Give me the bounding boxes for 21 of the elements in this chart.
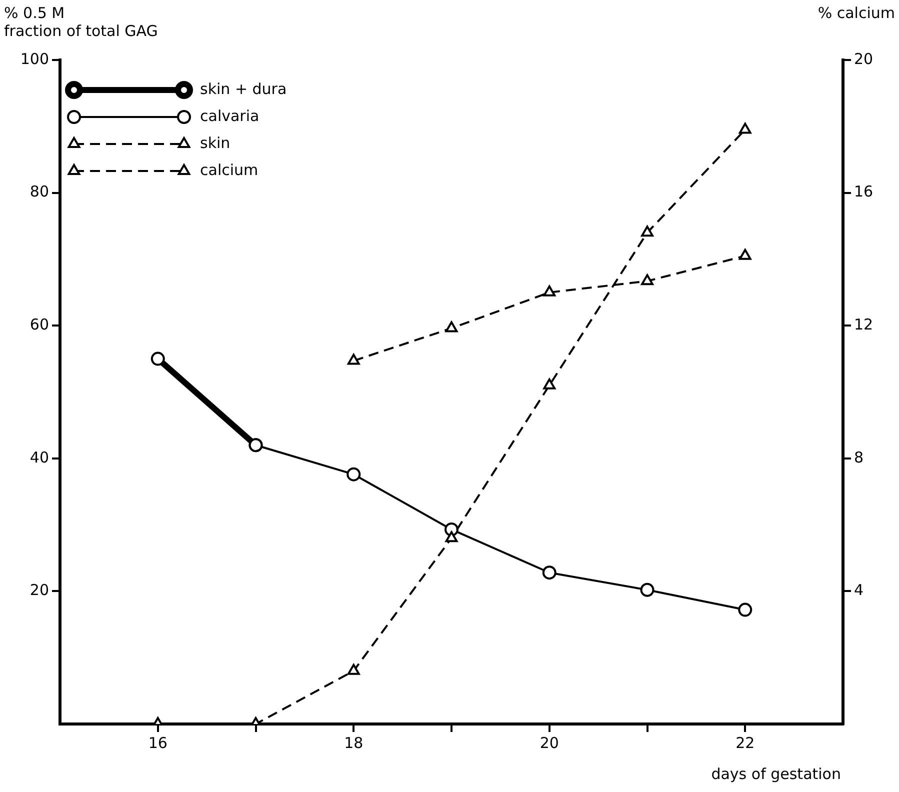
legend-label: calvaria [200, 106, 260, 125]
legend-label: skin + dura [200, 80, 287, 98]
y2-tick-label: 8 [854, 448, 864, 466]
x-tick-label: 18 [344, 734, 364, 752]
x-tick-label: 16 [148, 734, 168, 752]
y-tick-label: 20 [30, 581, 49, 600]
y2-tick-label: 4 [854, 581, 864, 600]
y-axis-title: % 0.5 M fraction of total GAG [4, 4, 158, 40]
legend-label: skin [200, 134, 230, 152]
x-tick-label: 22 [736, 734, 755, 752]
y-tick-label: 80 [30, 182, 49, 201]
y-tick-label: 40 [30, 448, 49, 466]
legend-label: calcium [200, 160, 258, 179]
y2-tick-label: 20 [854, 50, 874, 68]
y2-axis-title: % calcium [818, 4, 895, 22]
x-axis-title: days of gestation [711, 765, 841, 783]
y-tick-label: 100 [20, 50, 49, 68]
y-tick-label: 60 [30, 315, 49, 334]
y2-tick-label: 16 [854, 182, 874, 201]
x-tick-label: 20 [540, 734, 559, 752]
y2-tick-label: 12 [854, 315, 874, 334]
